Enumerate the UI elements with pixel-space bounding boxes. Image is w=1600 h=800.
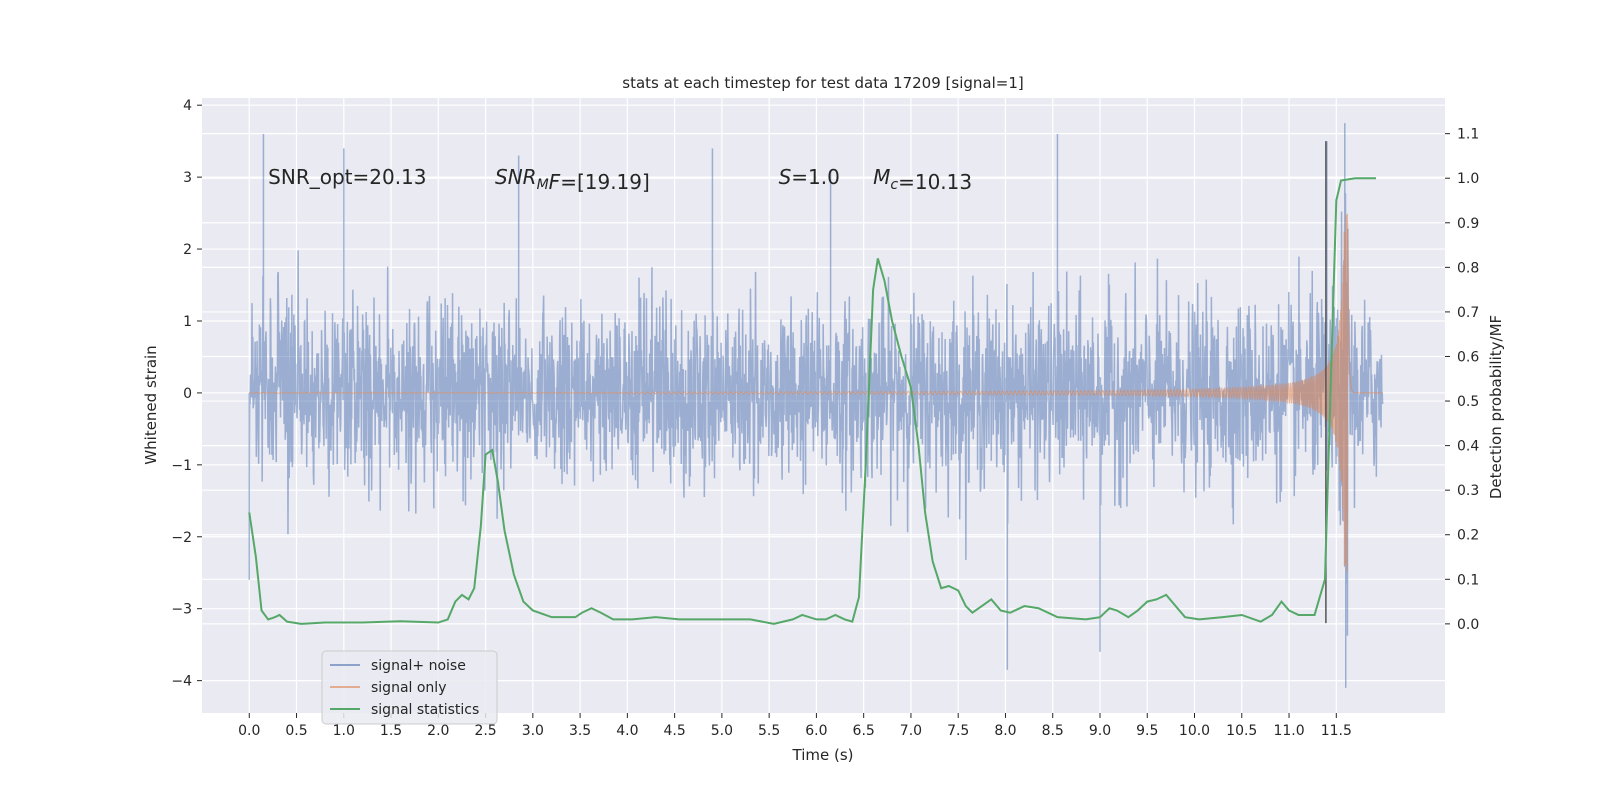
annotation-part: M [873, 165, 890, 189]
signal-only-line [249, 213, 1383, 572]
y2-tick-label: 0.1 [1457, 572, 1479, 588]
signal-statistics-series [248, 177, 1376, 625]
y2-tick-label: 0.3 [1457, 483, 1479, 499]
x-tick-label: 5.5 [758, 723, 780, 739]
y2-tick-label: 0.6 [1457, 349, 1479, 365]
x-tick-label: 10.5 [1226, 723, 1257, 739]
annotation-text: SNR_opt=20.13 [268, 165, 426, 189]
x-tick-label: 7.0 [900, 723, 922, 739]
y-tick-label: 0 [183, 386, 192, 402]
annotations: SNR_opt=20.13 SNRMF=[19.19] S=1.0 Mc=10.13 [268, 165, 972, 194]
x-tick-label: 5.0 [711, 723, 733, 739]
y2-tick-label: 0.2 [1457, 528, 1479, 544]
y-tick-label: −1 [171, 458, 192, 474]
legend-box [321, 650, 498, 725]
x-tick-label: 1.0 [333, 723, 355, 739]
x-tick-label: 8.0 [994, 723, 1016, 739]
x-tick-label: 2.5 [474, 723, 496, 739]
x-tick-label: 3.0 [522, 723, 544, 739]
y-tick-label: 3 [183, 170, 192, 186]
annotation-part: =10.13 [898, 170, 972, 194]
signal-only-series [249, 213, 1383, 572]
y2-tick-label: 0.8 [1457, 260, 1479, 276]
y2-tick-label: 0.0 [1457, 617, 1479, 633]
x-tick-label: 0.5 [285, 723, 307, 739]
x-axis-label: Time (s) [792, 746, 854, 764]
annotation-text: S=1.0 [779, 165, 840, 189]
y-tick-label: 1 [183, 314, 192, 330]
x-tick-label: 6.5 [853, 723, 875, 739]
annotation-text: Mc=10.13 [873, 165, 972, 194]
y2-axis-label: Detection probability/MF [1487, 315, 1505, 499]
x-tick-label: 1.5 [380, 723, 402, 739]
legend-label: signal only [371, 680, 446, 696]
annotation-part: S [779, 165, 792, 189]
y-tick-label: 4 [183, 98, 192, 114]
x-tick-label: 2.0 [427, 723, 449, 739]
annotation-part: SNR_opt=20.13 [268, 165, 426, 189]
x-tick-label: 7.5 [947, 723, 969, 739]
y-tick-label: −2 [171, 530, 192, 546]
x-axis-ticks: 0.0 0.5 1.0 1.5 2.0 2.5 3.0 3.5 4.0 4.5 5.0 5.5 6.0 6… [238, 713, 1352, 739]
legend: signal+ noise signal only signal statistic… [321, 650, 498, 725]
annotation-part: c [890, 177, 898, 193]
x-tick-label: 0.0 [238, 723, 260, 739]
annotation-part: =1.0 [791, 165, 840, 189]
signal-statistics-line [248, 177, 1376, 625]
annotation-part: SNR [495, 165, 537, 189]
x-tick-label: 8.5 [1042, 723, 1064, 739]
y-tick-label: −4 [171, 674, 192, 690]
y-tick-label: 2 [183, 242, 192, 258]
x-tick-label: 4.5 [663, 723, 685, 739]
annotation-part: M [537, 177, 549, 193]
x-tick-label: 11.0 [1273, 723, 1304, 739]
y2-tick-label: 0.5 [1457, 394, 1479, 410]
y2-tick-label: 0.4 [1457, 439, 1479, 455]
y-tick-label: −3 [171, 602, 192, 618]
x-tick-label: 9.0 [1089, 723, 1111, 739]
x-tick-label: 4.0 [616, 723, 638, 739]
x-tick-label: 3.5 [569, 723, 591, 739]
annotation-part: F [549, 170, 561, 194]
y2-axis-ticks: 0.0 0.1 0.2 0.3 0.4 0.5 0.6 0.7 0.8 0.9 1.0 1.1 [1445, 127, 1479, 633]
legend-label: signal statistics [371, 702, 479, 718]
x-tick-label: 9.5 [1136, 723, 1158, 739]
x-tick-label: 10.0 [1179, 723, 1210, 739]
y2-tick-label: 1.0 [1457, 171, 1479, 187]
y2-tick-label: 0.7 [1457, 305, 1479, 321]
annotation-text: SNRMF=[19.19] [495, 165, 650, 194]
y2-tick-label: 0.9 [1457, 216, 1479, 232]
y-axis-ticks: −4 −3 −2 −1 0 1 2 3 4 [171, 98, 202, 690]
y-axis-label: Whitened strain [142, 345, 160, 464]
x-tick-label: 11.5 [1321, 723, 1352, 739]
x-tick-label: 6.0 [805, 723, 827, 739]
y2-tick-label: 1.1 [1457, 127, 1479, 143]
chart-title: stats at each timestep for test data 172… [622, 74, 1023, 92]
annotation-part: =[19.19] [560, 170, 650, 194]
legend-label: signal+ noise [371, 658, 466, 674]
